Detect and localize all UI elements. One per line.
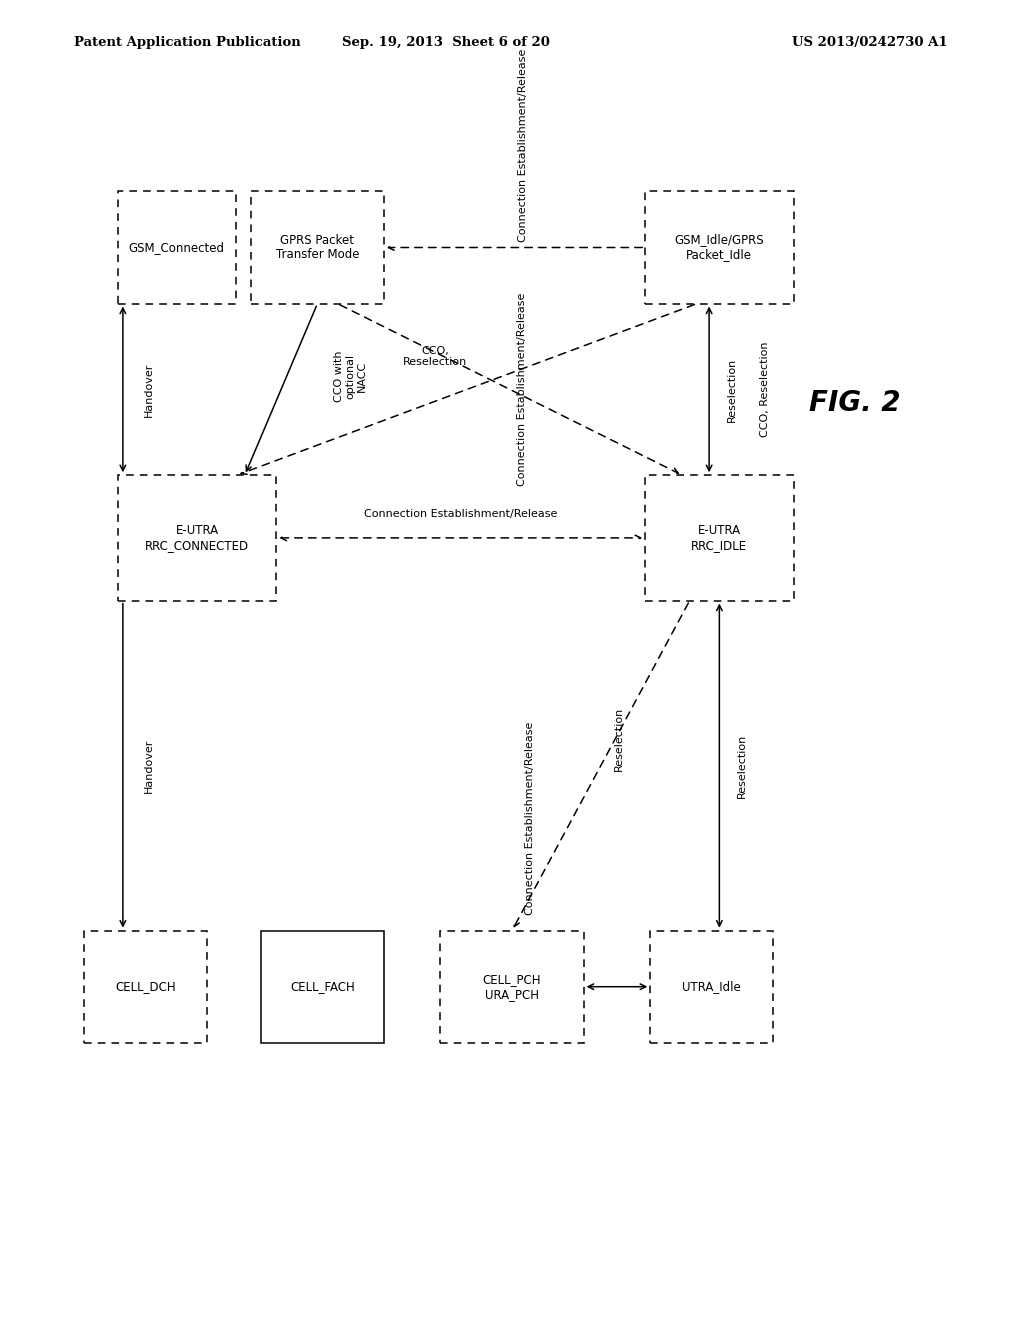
Text: Connection Establishment/Release: Connection Establishment/Release	[365, 510, 557, 519]
Text: Connection Establishment/Release: Connection Establishment/Release	[518, 49, 527, 242]
Text: Reselection: Reselection	[727, 358, 736, 421]
Text: Reselection: Reselection	[614, 708, 625, 771]
Text: UTRA_Idle: UTRA_Idle	[682, 981, 741, 993]
Text: CCO,
Reselection: CCO, Reselection	[403, 346, 467, 367]
Text: GSM_Connected: GSM_Connected	[129, 242, 224, 253]
FancyBboxPatch shape	[118, 475, 276, 601]
Text: GSM_Idle/GPRS
Packet_Idle: GSM_Idle/GPRS Packet_Idle	[675, 234, 764, 261]
FancyBboxPatch shape	[650, 931, 773, 1043]
FancyBboxPatch shape	[645, 191, 794, 304]
Text: CELL_PCH
URA_PCH: CELL_PCH URA_PCH	[482, 973, 542, 1001]
FancyBboxPatch shape	[84, 931, 207, 1043]
Text: Handover: Handover	[143, 738, 154, 793]
Text: CELL_FACH: CELL_FACH	[290, 981, 355, 993]
Text: US 2013/0242730 A1: US 2013/0242730 A1	[792, 36, 947, 49]
FancyBboxPatch shape	[251, 191, 384, 304]
FancyBboxPatch shape	[440, 931, 584, 1043]
FancyBboxPatch shape	[645, 475, 794, 601]
FancyBboxPatch shape	[118, 191, 236, 304]
Text: E-UTRA
RRC_CONNECTED: E-UTRA RRC_CONNECTED	[145, 524, 249, 552]
Text: Connection Establishment/Release: Connection Establishment/Release	[517, 293, 527, 486]
Text: GPRS Packet
Transfer Mode: GPRS Packet Transfer Mode	[275, 234, 359, 261]
Text: Reselection: Reselection	[737, 734, 746, 797]
Text: CCO with
optional
NACC: CCO with optional NACC	[334, 350, 367, 403]
Text: CELL_DCH: CELL_DCH	[115, 981, 176, 993]
Text: Sep. 19, 2013  Sheet 6 of 20: Sep. 19, 2013 Sheet 6 of 20	[341, 36, 550, 49]
Text: FIG. 2: FIG. 2	[809, 388, 901, 417]
Text: Handover: Handover	[143, 362, 154, 417]
Text: CCO, Reselection: CCO, Reselection	[761, 342, 770, 437]
Text: Patent Application Publication: Patent Application Publication	[74, 36, 300, 49]
Text: Connection Establishment/Release: Connection Establishment/Release	[525, 722, 536, 915]
Text: E-UTRA
RRC_IDLE: E-UTRA RRC_IDLE	[691, 524, 748, 552]
FancyBboxPatch shape	[261, 931, 384, 1043]
